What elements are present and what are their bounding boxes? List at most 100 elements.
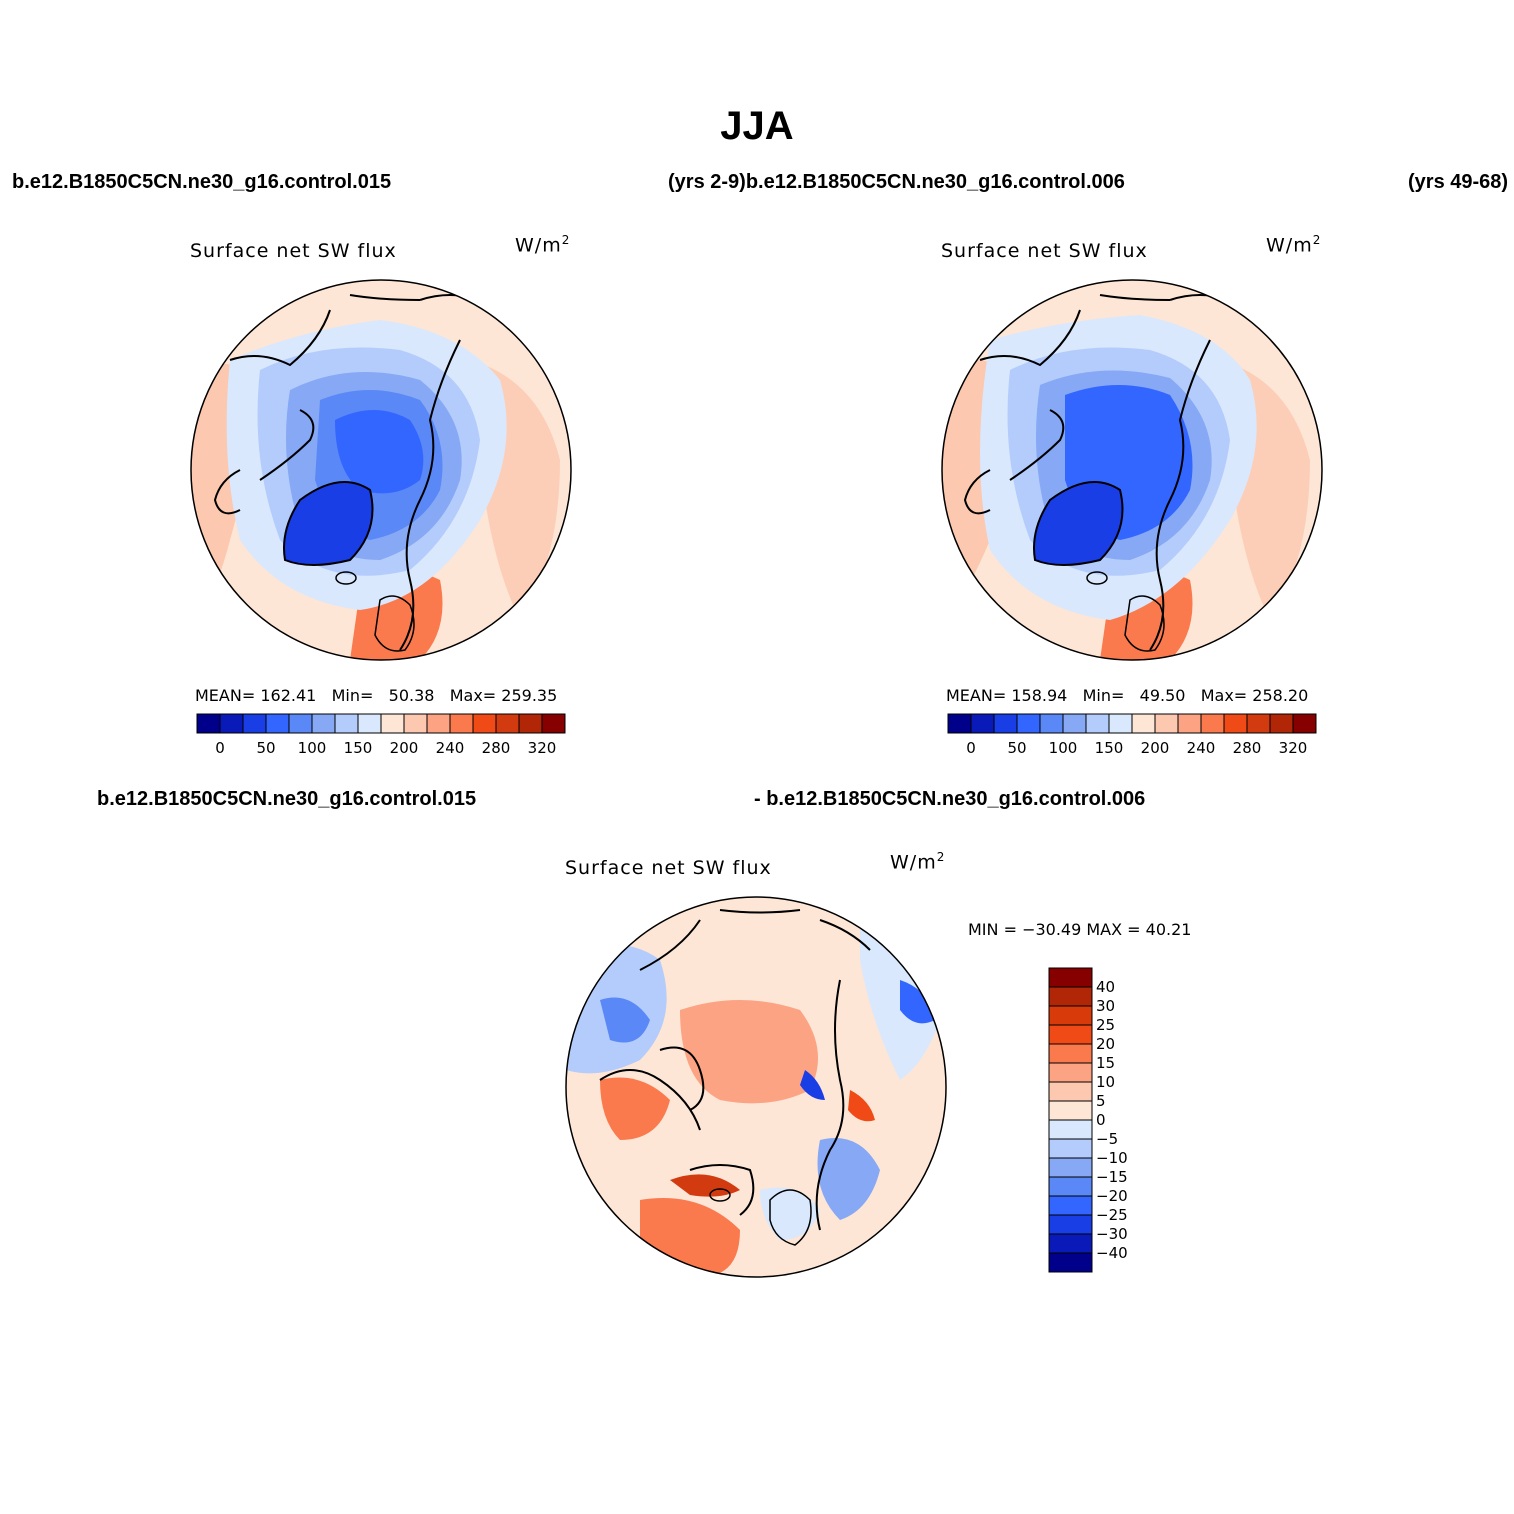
- colorbar-3: [1048, 967, 1093, 1273]
- colorbar-swatch: [1177, 713, 1202, 734]
- colorbar-swatch: [1048, 1157, 1093, 1178]
- colorbar-tick-label: 25: [1096, 1016, 1116, 1034]
- main-title: JJA: [720, 104, 794, 148]
- colorbar-swatch: [357, 713, 382, 734]
- colorbar-swatch: [970, 713, 995, 734]
- colorbar-tick-label: 5: [1096, 1092, 1106, 1110]
- colorbar-swatch: [1048, 1176, 1093, 1197]
- colorbar-2: [947, 713, 1317, 734]
- colorbar-swatch: [1108, 713, 1133, 734]
- colorbar-swatch: [472, 713, 497, 734]
- colorbar-swatch: [1048, 1005, 1093, 1026]
- colorbar-swatch: [219, 713, 244, 734]
- colorbar-tick-label: 0: [215, 739, 225, 757]
- colorbar-tick-label: 30: [1096, 997, 1116, 1015]
- colorbar-tick-label: 10: [1096, 1073, 1116, 1091]
- map-1-border: [190, 279, 572, 661]
- colorbar-swatch: [1223, 713, 1248, 734]
- colorbar-tick-label: 240: [435, 739, 465, 757]
- colorbar-swatch: [1048, 1195, 1093, 1216]
- case-label-top-mid: (yrs 2-9)b.e12.B1850C5CN.ne30_g16.contro…: [668, 171, 1125, 193]
- colorbar-tick-label: −5: [1096, 1130, 1119, 1148]
- colorbar-swatch: [1048, 1043, 1093, 1064]
- panel-1-title: Surface net SW flux: [190, 240, 397, 262]
- colorbar-tick-label: −20: [1096, 1187, 1128, 1205]
- case-label-top-left: b.e12.B1850C5CN.ne30_g16.control.015: [12, 171, 392, 193]
- colorbar-swatch: [1292, 713, 1317, 734]
- colorbar-swatch: [196, 713, 221, 734]
- colorbar-swatch: [947, 713, 972, 734]
- colorbar-tick-label: 320: [527, 739, 557, 757]
- panel-2-title: Surface net SW flux: [941, 240, 1148, 262]
- colorbar-swatch: [518, 713, 543, 734]
- colorbar-tick-label: 50: [1007, 739, 1027, 757]
- colorbar-swatch: [495, 713, 520, 734]
- panel-2-units: W/m2: [1266, 233, 1322, 257]
- colorbar-tick-label: 150: [1094, 739, 1124, 757]
- colorbar-tick-label: 200: [389, 739, 419, 757]
- colorbar-swatch: [380, 713, 405, 734]
- colorbar-tick-label: −30: [1096, 1225, 1128, 1243]
- colorbar-swatch: [1039, 713, 1064, 734]
- colorbar-swatch: [265, 713, 290, 734]
- colorbar-swatch: [541, 713, 566, 734]
- colorbar-tick-label: 240: [1186, 739, 1216, 757]
- colorbar-swatch: [993, 713, 1018, 734]
- colorbar-swatch: [1048, 1024, 1093, 1045]
- colorbar-swatch: [403, 713, 428, 734]
- colorbar-tick-label: 320: [1278, 739, 1308, 757]
- colorbar-swatch: [1016, 713, 1041, 734]
- colorbar-swatch: [1048, 1138, 1093, 1159]
- map-2-border: [941, 279, 1323, 661]
- colorbar-tick-label: 100: [1048, 739, 1078, 757]
- panel-1-units: W/m2: [515, 233, 571, 257]
- colorbar-swatch: [1200, 713, 1225, 734]
- panel-3-title: Surface net SW flux: [565, 857, 772, 879]
- colorbar-tick-label: 200: [1140, 739, 1170, 757]
- colorbar-swatch: [1269, 713, 1294, 734]
- colorbar-tick-label: −10: [1096, 1149, 1128, 1167]
- panel-3-stats: MIN = −30.49 MAX = 40.21: [968, 920, 1192, 939]
- colorbar-swatch: [288, 713, 313, 734]
- colorbar-tick-label: 280: [481, 739, 511, 757]
- colorbar-swatch: [1048, 1119, 1093, 1140]
- colorbar-swatch: [426, 713, 451, 734]
- polar-map-1: [191, 280, 571, 660]
- colorbar-tick-label: 0: [966, 739, 976, 757]
- case-label-bottom-left: b.e12.B1850C5CN.ne30_g16.control.015: [97, 788, 477, 810]
- panel-3-units: W/m2: [890, 850, 946, 874]
- colorbar-swatch: [1085, 713, 1110, 734]
- colorbar-tick-label: −25: [1096, 1206, 1128, 1224]
- colorbar-swatch: [1048, 1214, 1093, 1235]
- colorbar-tick-label: 15: [1096, 1054, 1116, 1072]
- colorbar-swatch: [1048, 986, 1093, 1007]
- colorbar-swatch: [1048, 1062, 1093, 1083]
- map-3-border: [565, 896, 947, 1278]
- colorbar-tick-label: 50: [256, 739, 276, 757]
- colorbar-swatch: [1048, 1252, 1093, 1273]
- colorbar-swatch: [1048, 1233, 1093, 1254]
- colorbar-swatch: [1048, 1081, 1093, 1102]
- colorbar-swatch: [1246, 713, 1271, 734]
- colorbar-swatch: [334, 713, 359, 734]
- colorbar-tick-label: 40: [1096, 978, 1116, 996]
- colorbar-swatch: [311, 713, 336, 734]
- colorbar-swatch: [1131, 713, 1156, 734]
- colorbar-swatch: [1062, 713, 1087, 734]
- colorbar-tick-label: 20: [1096, 1035, 1116, 1053]
- panel-2-stats: MEAN= 158.94 Min= 49.50 Max= 258.20: [946, 686, 1309, 705]
- colorbar-tick-label: 0: [1096, 1111, 1106, 1129]
- colorbar-swatch: [1048, 1100, 1093, 1121]
- colorbar-tick-label: 100: [297, 739, 327, 757]
- polar-map-2: [942, 280, 1322, 660]
- colorbar-swatch: [1154, 713, 1179, 734]
- colorbar-tick-label: −40: [1096, 1244, 1128, 1262]
- colorbar-1: [196, 713, 566, 734]
- colorbar-tick-label: 150: [343, 739, 373, 757]
- polar-map-3: [566, 897, 946, 1277]
- panel-1-stats: MEAN= 162.41 Min= 50.38 Max= 259.35: [195, 686, 558, 705]
- colorbar-swatch: [449, 713, 474, 734]
- colorbar-swatch: [242, 713, 267, 734]
- colorbar-tick-label: 280: [1232, 739, 1262, 757]
